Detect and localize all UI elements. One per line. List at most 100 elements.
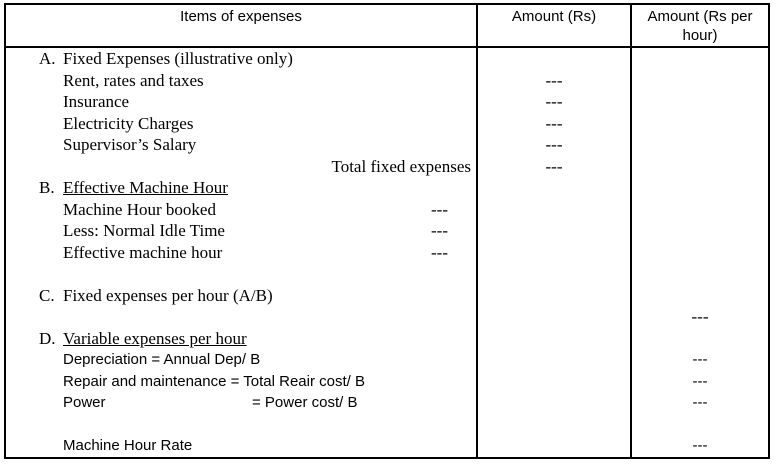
amount-per-hour-cell: --- [692, 437, 708, 454]
section-letter: B. [39, 178, 55, 197]
item-label: Fixed Expenses (illustrative only) [63, 49, 293, 68]
amount-per-hour-cell: --- [691, 307, 709, 326]
item-label: Fixed expenses per hour (A/B) [63, 285, 273, 305]
table-row: Effective machine hour --- [6, 241, 768, 264]
table-row: --- [6, 306, 768, 328]
table-row: Less: Normal Idle Time --- [6, 220, 768, 242]
items-cell: Machine Hour booked --- [6, 198, 478, 220]
table-row: Electricity Charges --- [6, 112, 768, 135]
items-cell: Repair and maintenance = Total Reair cos… [6, 370, 478, 392]
amount-per-hour-cell [632, 48, 768, 70]
table-row: Machine Hour Rate --- [6, 435, 768, 457]
items-cell: Depreciation = Annual Dep/ B [6, 349, 478, 371]
item-label: Machine Hour booked [63, 199, 216, 219]
item-label: Depreciation = Annual Dep/ B [63, 351, 261, 368]
items-cell: B. Effective Machine Hour [6, 177, 478, 199]
column-header-items-of-expenses: Items of expenses [6, 5, 478, 46]
item-label: Rent, rates and taxes [63, 70, 204, 90]
table-row: D. Variable expenses per hour [6, 327, 768, 350]
amount-per-hour-cell [632, 70, 768, 92]
items-cell: Insurance [6, 91, 478, 113]
section-letter: C. [39, 285, 55, 305]
amount-per-hour-cell [632, 134, 768, 156]
amount-rs-cell [478, 48, 632, 70]
column-header-amount-rs: Amount (Rs) [478, 5, 632, 46]
items-cell: Effective machine hour --- [6, 241, 478, 263]
table-row [6, 263, 768, 285]
item-formula: = Power cost/ B [252, 394, 358, 411]
item-label: Insurance [63, 92, 130, 111]
amount-per-hour-cell [632, 414, 768, 436]
amount-rs-cell [478, 220, 632, 242]
items-cell: Supervisor’s Salary [6, 134, 478, 156]
amount-rs-cell [478, 349, 632, 371]
table-row: Insurance --- [6, 91, 768, 113]
item-label: Power [63, 394, 106, 411]
items-cell: Power = Power cost/ B [6, 392, 478, 414]
column-header-amount-rs-per-hour: Amount (Rs per hour) [647, 8, 753, 44]
amount-rs-cell [478, 198, 632, 220]
amount-rs-cell: --- [478, 91, 632, 113]
item-label: Total fixed expenses [331, 156, 472, 176]
items-cell: D. Variable expenses per hour [6, 327, 478, 349]
amount-rs-cell [478, 327, 632, 349]
amount-rs-cell [478, 263, 632, 285]
table-row: A. Fixed Expenses (illustrative only) [6, 48, 768, 70]
item-label: Repair and maintenance = Total Reair cos… [63, 372, 365, 390]
amount-per-hour-cell [632, 199, 768, 221]
amount-rs-cell [478, 241, 632, 263]
amount-rs-cell [478, 435, 632, 457]
items-cell: C. Fixed expenses per hour (A/B) [6, 284, 478, 306]
amount-rs-cell [478, 392, 632, 414]
table-row [6, 413, 768, 436]
value-placeholder: --- [431, 199, 448, 219]
amount-rs-cell: --- [478, 134, 632, 156]
amount-per-hour-cell [632, 113, 768, 135]
item-label: Supervisor’s Salary [63, 135, 197, 154]
items-cell: Machine Hour Rate [6, 435, 478, 457]
items-cell: Rent, rates and taxes [6, 69, 478, 91]
amount-rs-cell: --- [478, 69, 632, 91]
item-label: Less: Normal Idle Time [63, 221, 225, 240]
table-row: Supervisor’s Salary --- [6, 134, 768, 156]
value-placeholder: --- [431, 221, 448, 240]
table-row: Depreciation = Annual Dep/ B --- [6, 349, 768, 371]
section-letter: D. [39, 328, 56, 348]
amount-per-hour-cell [632, 328, 768, 350]
item-label: Variable expenses per hour [63, 328, 247, 348]
items-cell [6, 263, 478, 285]
amount-rs-cell [478, 177, 632, 199]
amount-per-hour-cell [632, 285, 768, 307]
amount-per-hour-cell [632, 156, 768, 178]
item-label: Electricity Charges [63, 113, 194, 133]
items-cell: Electricity Charges [6, 112, 478, 134]
amount-per-hour-cell [632, 91, 768, 113]
table-row: Machine Hour booked --- [6, 198, 768, 221]
table-header-row: Items of expenses Amount (Rs) Amount (Rs… [6, 5, 768, 48]
items-cell: Less: Normal Idle Time --- [6, 220, 478, 242]
table-row: Repair and maintenance = Total Reair cos… [6, 370, 768, 392]
amount-rs-cell [478, 413, 632, 435]
amount-rs-cell [478, 370, 632, 392]
amount-per-hour-cell [632, 220, 768, 242]
items-cell [6, 306, 478, 328]
table-body: A. Fixed Expenses (illustrative only) Rent… [6, 48, 768, 457]
amount-per-hour-cell [632, 177, 768, 199]
amount-rs-cell [478, 306, 632, 328]
items-cell: A. Fixed Expenses (illustrative only) [6, 48, 478, 70]
amount-per-hour-cell: --- [692, 394, 708, 411]
table-row: B. Effective Machine Hour [6, 177, 768, 199]
item-label: Effective Machine Hour [63, 178, 228, 197]
amount-rs-cell: --- [478, 155, 632, 177]
value-placeholder: --- [431, 242, 448, 262]
amount-rs-cell [478, 284, 632, 306]
section-letter: A. [39, 49, 56, 68]
table-row: C. Fixed expenses per hour (A/B) [6, 284, 768, 307]
items-cell: Total fixed expenses [6, 155, 478, 177]
item-label: Machine Hour Rate [63, 437, 193, 454]
items-cell [6, 413, 478, 435]
table-row: Power = Power cost/ B --- [6, 392, 768, 414]
amount-per-hour-cell [632, 242, 768, 264]
amount-rs-cell: --- [478, 112, 632, 134]
